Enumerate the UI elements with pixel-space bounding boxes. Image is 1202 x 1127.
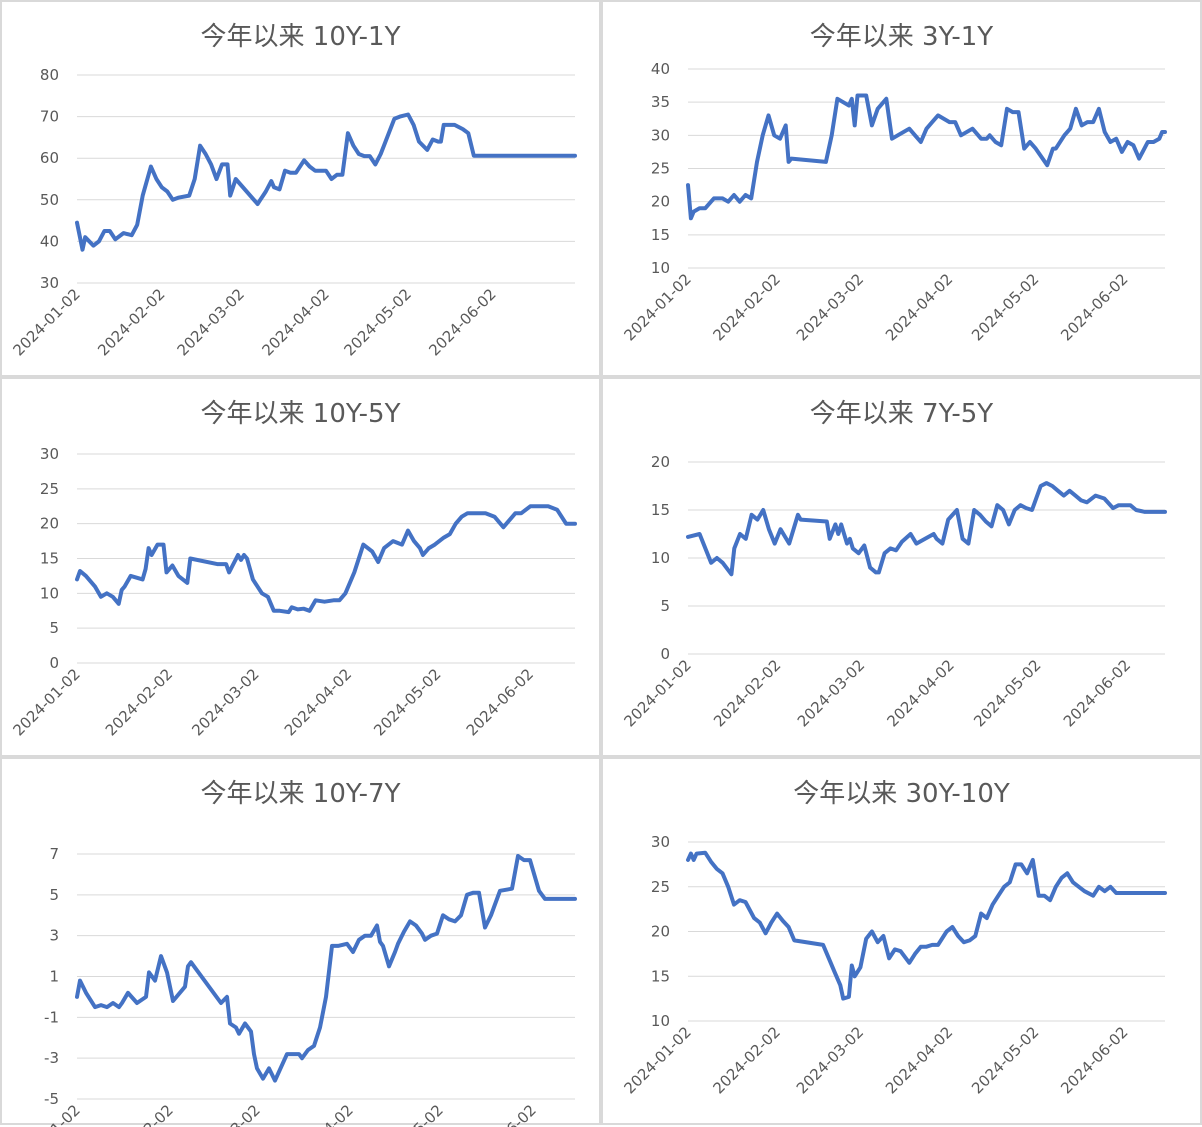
x-tick-label: 2024-06-02 <box>1057 1023 1131 1097</box>
y-tick-label: 3 <box>49 927 59 945</box>
chart-title: 今年以来 30Y-10Y <box>793 779 1010 809</box>
y-tick-label: -1 <box>44 1008 59 1026</box>
y-tick-label: 1 <box>49 968 59 986</box>
x-tick-label: 2024-04-02 <box>281 665 355 739</box>
series-line <box>686 93 1167 221</box>
x-tick-label: 2024-06-02 <box>1060 656 1134 730</box>
chart-panel-7y-5y: 今年以来 7Y-5Y 0 5 10 15 20 2024-01-02 2024-02-02 2… <box>601 377 1202 757</box>
y-tick-label: 15 <box>651 226 670 244</box>
y-tick-label: 50 <box>40 191 59 209</box>
y-tick-label: 0 <box>49 654 59 672</box>
x-tick-label: 2024-01-02 <box>9 285 83 359</box>
x-tick-label: 2024-05-02 <box>968 270 1042 344</box>
y-tick-label: 40 <box>40 232 59 250</box>
x-tick-label: 2024-01-02 <box>620 656 694 730</box>
y-tick-label: 10 <box>651 259 670 277</box>
series-line <box>75 504 577 615</box>
x-tick-label: 2024-04-02 <box>884 656 958 730</box>
y-tick-label: 25 <box>651 878 670 896</box>
x-tick-label: 2024-02-02 <box>102 1101 176 1127</box>
y-tick-label: 15 <box>651 501 670 519</box>
y-tick-label: 20 <box>651 193 670 211</box>
y-tick-label: 15 <box>651 967 670 985</box>
chart-title: 今年以来 3Y-1Y <box>809 22 994 52</box>
x-tick-label: 2024-04-02 <box>258 285 332 359</box>
x-tick-label: 2024-03-02 <box>794 656 868 730</box>
chart-panel-10y-7y: 今年以来 10Y-7Y -5-3-113572024-01-022024-02-… <box>0 757 601 1127</box>
chart-title: 今年以来 10Y-7Y <box>200 779 401 809</box>
y-tick-label: 35 <box>651 93 670 111</box>
chart-svg: -5-3-113572024-01-022024-02-022024-03-02… <box>9 845 577 1127</box>
y-tick-label: 25 <box>651 160 670 178</box>
x-tick-label: 2024-06-02 <box>465 1101 539 1127</box>
y-tick-label: 80 <box>40 66 59 84</box>
x-tick-label: 2024-02-02 <box>710 656 784 730</box>
x-tick-label: 2024-04-02 <box>882 1023 956 1097</box>
y-tick-label: 30 <box>40 445 59 463</box>
y-tick-label: 5 <box>49 886 59 904</box>
y-tick-label: 0 <box>660 645 670 663</box>
chart-title: 今年以来 10Y-1Y <box>200 22 401 52</box>
x-tick-label: 2024-05-02 <box>372 1101 446 1127</box>
x-tick-label: 2024-05-02 <box>370 665 444 739</box>
chart-panel-10y-5y: 今年以来 10Y-5Y 0 5 10 15 20 25 30 2024-01-02 2024-0… <box>0 377 601 757</box>
y-tick-label: 30 <box>40 274 59 292</box>
y-tick-label: 10 <box>40 584 59 602</box>
chart-title: 今年以来 7Y-5Y <box>809 399 994 429</box>
x-tick-label: 2024-06-02 <box>425 285 499 359</box>
series-line <box>686 850 1167 1001</box>
x-tick-label: 2024-03-02 <box>188 665 262 739</box>
x-tick-label: 2024-01-02 <box>620 1023 694 1097</box>
x-tick-label: 2024-01-02 <box>9 665 83 739</box>
chart-panel-10y-1y: 今年以来 10Y-1Y 30 40 50 60 70 80 2024-01-02 2024-0… <box>0 0 601 377</box>
y-tick-label: -5 <box>44 1090 59 1108</box>
y-tick-label: 30 <box>651 833 670 851</box>
x-tick-label: 2024-02-02 <box>710 1023 784 1097</box>
x-tick-label: 2024-05-02 <box>970 656 1044 730</box>
y-tick-label: 20 <box>651 923 670 941</box>
chart-svg: 10 15 20 25 30 2024-01-02 2024-02-02 2024-03-02… <box>620 833 1167 1097</box>
y-tick-label: 20 <box>651 453 670 471</box>
series-line <box>75 854 577 1083</box>
x-tick-label: 2024-05-02 <box>341 285 415 359</box>
x-tick-label: 2024-03-02 <box>793 1023 867 1097</box>
y-tick-label: 30 <box>651 126 670 144</box>
y-tick-label: -3 <box>44 1049 59 1067</box>
y-tick-label: 7 <box>49 845 59 863</box>
x-tick-label: 2024-03-02 <box>189 1101 263 1127</box>
x-tick-label: 2024-04-02 <box>282 1101 356 1127</box>
y-tick-label: 70 <box>40 108 59 126</box>
y-tick-label: 10 <box>651 1012 670 1030</box>
x-tick-label: 2024-06-02 <box>463 665 537 739</box>
x-tick-label: 2024-02-02 <box>94 285 168 359</box>
y-tick-label: 25 <box>40 480 59 498</box>
series-line <box>75 112 577 252</box>
y-tick-label: 5 <box>49 619 59 637</box>
x-tick-label: 2024-02-02 <box>102 665 176 739</box>
y-tick-label: 20 <box>40 515 59 533</box>
chart-svg: 30 40 50 60 70 80 2024-01-02 2024-02-02 2024-03-… <box>9 66 577 359</box>
y-tick-label: 40 <box>651 60 670 78</box>
y-tick-label: 10 <box>651 549 670 567</box>
x-tick-label: 2024-05-02 <box>968 1023 1042 1097</box>
series-line <box>686 481 1167 577</box>
y-tick-label: 5 <box>660 597 670 615</box>
chart-panel-30y-10y: 今年以来 30Y-10Y 10 15 20 25 30 2024-01-02 2024-02… <box>601 757 1202 1125</box>
y-tick-label: 60 <box>40 149 59 167</box>
x-tick-label: 2024-02-02 <box>710 270 784 344</box>
y-tick-label: 15 <box>40 550 59 568</box>
x-tick-label: 2024-04-02 <box>882 270 956 344</box>
x-tick-label: 2024-01-02 <box>620 270 694 344</box>
chart-panel-3y-1y: 今年以来 3Y-1Y 10 15 20 25 30 35 40 2024-01-02 2024-… <box>601 0 1202 377</box>
chart-svg: 0 5 10 15 20 25 30 2024-01-02 2024-02-02 2024-03-… <box>9 445 577 739</box>
x-tick-label: 2024-03-02 <box>174 285 248 359</box>
chart-title: 今年以来 10Y-5Y <box>200 399 401 429</box>
x-tick-label: 2024-06-02 <box>1057 270 1131 344</box>
x-tick-label: 2024-03-02 <box>793 270 867 344</box>
